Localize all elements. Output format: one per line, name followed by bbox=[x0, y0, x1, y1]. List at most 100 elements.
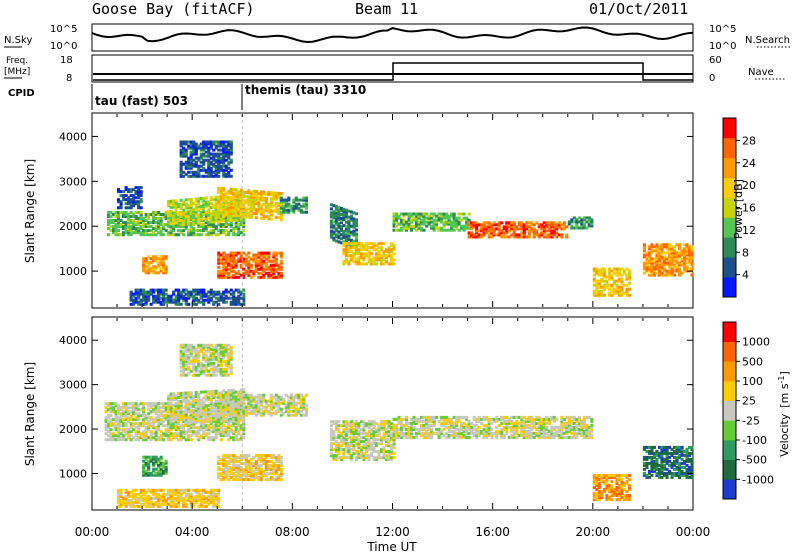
heatmap-cell bbox=[187, 292, 191, 296]
heatmap-cell bbox=[269, 456, 273, 460]
heatmap-cell bbox=[152, 219, 156, 222]
heatmap-cell bbox=[382, 262, 386, 266]
heatmap-cell bbox=[157, 300, 161, 304]
heatmap-cell bbox=[367, 252, 371, 256]
heatmap-cell bbox=[365, 252, 369, 256]
heatmap-cell bbox=[182, 148, 186, 152]
heatmap-cell bbox=[244, 261, 248, 265]
heatmap-cell bbox=[247, 393, 251, 397]
heatmap-cell bbox=[227, 395, 231, 399]
heatmap-cell bbox=[154, 410, 158, 414]
heatmap-cell bbox=[127, 412, 131, 416]
heatmap-cell bbox=[169, 402, 173, 406]
heatmap-cell bbox=[234, 188, 238, 192]
heatmap-cell bbox=[209, 168, 213, 172]
heatmap-cell bbox=[182, 343, 186, 347]
heatmap-cell bbox=[512, 221, 516, 225]
heatmap-cell bbox=[107, 213, 111, 216]
heatmap-cell bbox=[647, 269, 651, 273]
heatmap-cell bbox=[187, 156, 191, 160]
heatmap-cell bbox=[540, 231, 544, 235]
heatmap-cell bbox=[229, 146, 233, 150]
heatmap-cell bbox=[390, 250, 394, 254]
heatmap-cell bbox=[147, 233, 151, 237]
heatmap-cell bbox=[688, 257, 692, 261]
heatmap-cell bbox=[132, 292, 136, 296]
heatmap-cell bbox=[622, 269, 626, 273]
heatmap-cell bbox=[227, 203, 231, 207]
heatmap-cell bbox=[440, 220, 444, 224]
heatmap-cell bbox=[242, 418, 246, 422]
heatmap-cell bbox=[237, 466, 241, 470]
heatmap-cell bbox=[119, 206, 123, 210]
heatmap-cell bbox=[212, 152, 216, 156]
heatmap-cell bbox=[302, 403, 306, 407]
heatmap-cell bbox=[169, 392, 173, 396]
heatmap-cell bbox=[420, 228, 424, 232]
heatmap-cell bbox=[680, 251, 684, 255]
heatmap-cell bbox=[177, 418, 181, 422]
heatmap-cell bbox=[663, 259, 667, 263]
heatmap-cell bbox=[257, 405, 261, 409]
heatmap-cell bbox=[349, 258, 353, 262]
heatmap-cell bbox=[204, 217, 208, 220]
heatmap-cell bbox=[267, 209, 271, 213]
heatmap-cell bbox=[142, 434, 146, 438]
heatmap-cell bbox=[420, 220, 424, 224]
heatmap-cell bbox=[229, 400, 233, 404]
heatmap-cell bbox=[352, 256, 356, 260]
heatmap-cell bbox=[279, 401, 283, 405]
heatmap-cell bbox=[199, 168, 203, 172]
heatmap-cell bbox=[657, 267, 661, 271]
heatmap-cell bbox=[179, 353, 183, 357]
heatmap-cell bbox=[134, 438, 138, 442]
heatmap-cell bbox=[224, 347, 228, 351]
heatmap-cell bbox=[617, 269, 621, 273]
heatmap-cell bbox=[545, 229, 549, 233]
heatmap-cell bbox=[334, 219, 338, 223]
heatmap-cell bbox=[349, 232, 353, 236]
heatmap-cell bbox=[259, 403, 263, 407]
heatmap-cell bbox=[232, 251, 236, 255]
heatmap-cell bbox=[269, 265, 273, 269]
heatmap-cell bbox=[117, 206, 121, 210]
heatmap-cell bbox=[545, 233, 549, 237]
heatmap-cell bbox=[587, 218, 591, 222]
heatmap-cell bbox=[137, 302, 141, 306]
heatmap-cell bbox=[229, 253, 233, 257]
heatmap-cell bbox=[192, 142, 196, 146]
heatmap-cell bbox=[192, 227, 196, 231]
heatmap-cell bbox=[237, 430, 241, 434]
heatmap-cell bbox=[137, 219, 141, 222]
heatmap-cell bbox=[207, 349, 211, 353]
heatmap-cell bbox=[117, 424, 121, 428]
heatmap-cell bbox=[167, 200, 171, 203]
heatmap-cell bbox=[174, 428, 178, 432]
heatmap-cell bbox=[249, 257, 253, 261]
heatmap-cell bbox=[192, 365, 196, 369]
heatmap-cell bbox=[287, 409, 291, 413]
heatmap-cell bbox=[377, 256, 381, 260]
heatmap-cell bbox=[227, 275, 231, 279]
heatmap-cell bbox=[159, 410, 163, 414]
heatmap-cell bbox=[174, 412, 178, 416]
heatmap-cell bbox=[182, 426, 186, 430]
heatmap-cell bbox=[242, 474, 246, 478]
heatmap-cell bbox=[460, 218, 464, 222]
heatmap-cell bbox=[279, 202, 283, 206]
heatmap-cell bbox=[287, 399, 291, 403]
heatmap-cell bbox=[212, 164, 216, 168]
heatmap-cell bbox=[209, 408, 213, 412]
heatmap-cell bbox=[222, 300, 226, 304]
heatmap-cell bbox=[222, 419, 226, 423]
heatmap-cell bbox=[154, 434, 158, 438]
heatmap-cell bbox=[242, 426, 246, 430]
heatmap-cell bbox=[174, 203, 178, 207]
heatmap-cell bbox=[104, 420, 108, 424]
heatmap-cell bbox=[157, 469, 161, 473]
heatmap-cell bbox=[222, 152, 226, 156]
heatmap-cell bbox=[229, 221, 233, 225]
heatmap-cell bbox=[212, 229, 216, 233]
heatmap-cell bbox=[187, 428, 191, 432]
heatmap-cell bbox=[172, 227, 176, 231]
